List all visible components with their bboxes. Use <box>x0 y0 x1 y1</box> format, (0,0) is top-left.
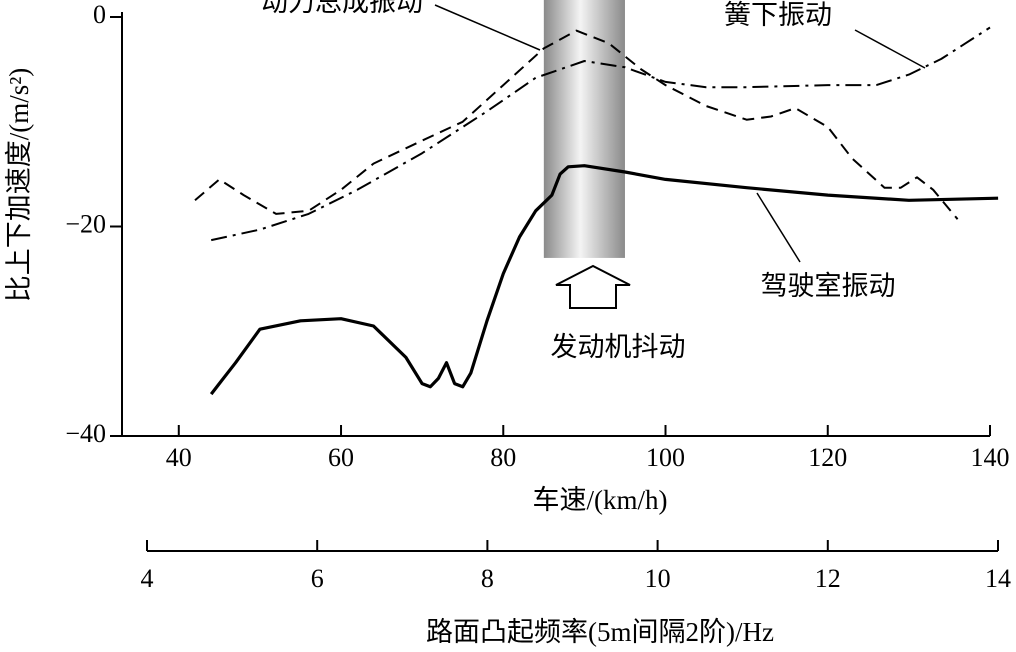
leader <box>434 4 541 51</box>
x2-tick-label: 10 <box>645 564 671 593</box>
x-tick-label: 140 <box>971 443 1010 472</box>
series-line <box>210 26 991 242</box>
x2-tick-label: 8 <box>481 564 494 593</box>
x2-axis-title: 路面凸起频率(5m间隔2阶)/Hz <box>426 617 774 647</box>
series-line <box>209 164 999 396</box>
y-tick-label: −20 <box>65 209 106 238</box>
series-label: 动力总成振动 <box>261 0 423 17</box>
arrow <box>555 264 631 309</box>
series-label: 簧下振动 <box>724 0 832 30</box>
y-tick-label: 0 <box>93 0 106 29</box>
y-axis-title: 比上下加速度/(m/s²) <box>4 68 34 303</box>
x-axis-title: 车速/(km/h) <box>533 485 668 515</box>
x-tick-label: 60 <box>328 443 354 472</box>
band-layer <box>543 0 625 258</box>
annotation: 发动机抖动 <box>551 332 686 362</box>
x2-tick-label: 14 <box>985 564 1011 593</box>
x-tick-label: 40 <box>166 443 192 472</box>
x2-tick-label: 4 <box>141 564 154 593</box>
x2-tick-label: 6 <box>311 564 324 593</box>
x-tick-label: 120 <box>808 443 847 472</box>
series-line <box>194 29 959 220</box>
x-tick-label: 100 <box>646 443 685 472</box>
series-label: 驾驶室振动 <box>761 271 896 301</box>
leader <box>756 192 801 263</box>
highlight-band <box>543 0 625 258</box>
x2-tick-label: 12 <box>815 564 841 593</box>
x-tick-label: 80 <box>490 443 516 472</box>
y-tick-label: −40 <box>65 419 106 448</box>
leader <box>854 29 926 69</box>
